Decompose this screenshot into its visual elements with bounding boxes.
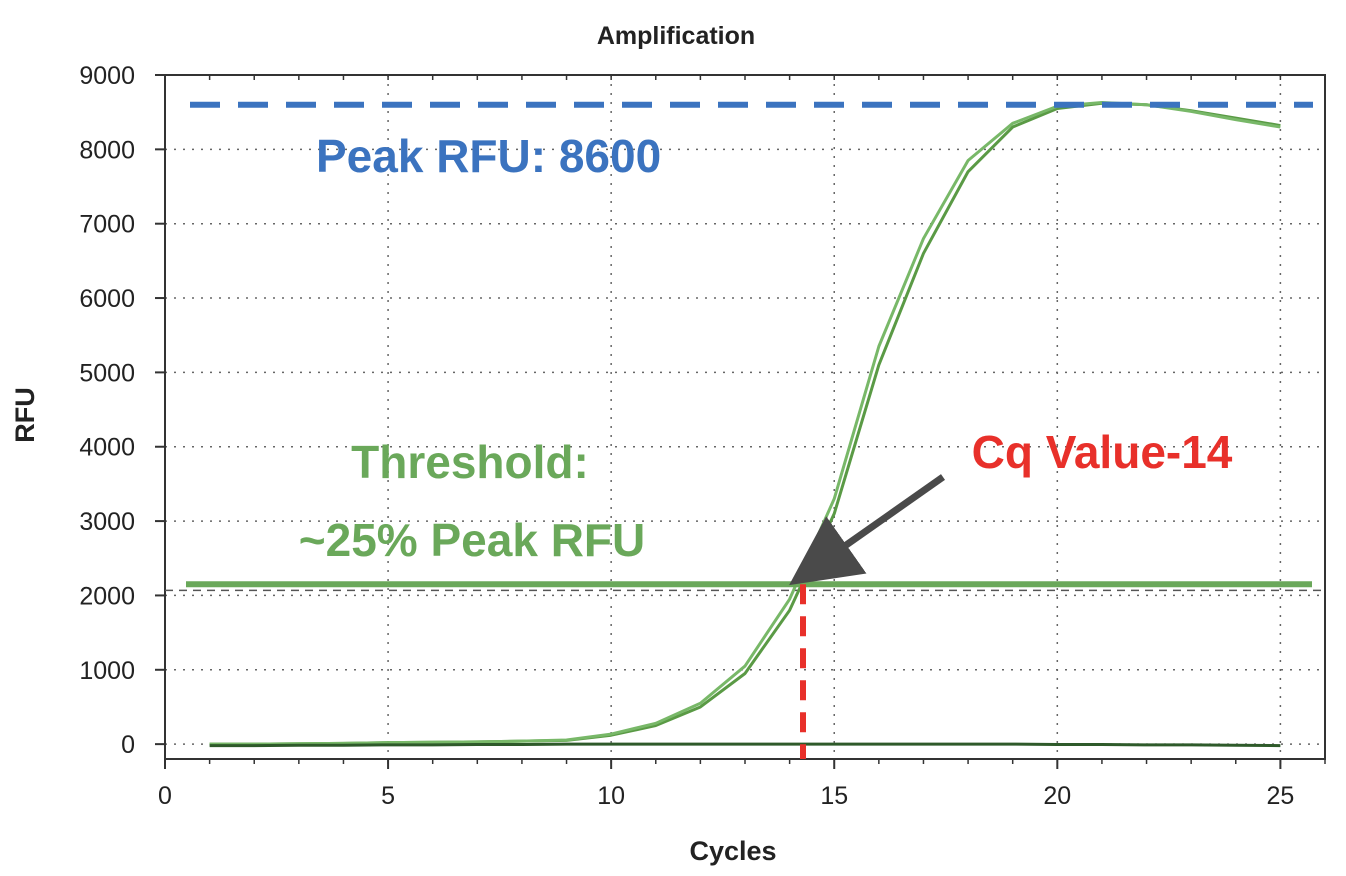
series-group: [209, 101, 1281, 748]
series-line-3: [209, 742, 1281, 748]
x-tick-label: 0: [158, 782, 172, 810]
y-tick-label: 8000: [79, 136, 135, 164]
cq-arrow: [789, 474, 946, 586]
y-tick-label: 7000: [79, 211, 135, 239]
peak-rfu-label: Peak RFU: 8600: [316, 130, 661, 182]
y-tick-label: 0: [121, 731, 135, 759]
grid-lines: [165, 74, 1325, 759]
y-tick-label: 9000: [79, 62, 135, 90]
x-tick-label: 25: [1266, 782, 1294, 810]
x-tick-label: 15: [820, 782, 848, 810]
chart-title: Amplification: [597, 22, 755, 50]
series-line-1: [209, 101, 1281, 746]
y-axis-label: RFU: [10, 387, 40, 443]
y-tick-label: 2000: [79, 582, 135, 610]
y-tick-label: 4000: [79, 434, 135, 462]
series-line-2: [209, 101, 1281, 746]
cq-value-label: Cq Value-14: [972, 426, 1233, 478]
y-tick-label: 1000: [79, 657, 135, 685]
x-tick-label: 10: [597, 782, 625, 810]
y-tick-label: 3000: [79, 508, 135, 536]
y-axis-ticks: 0 1000 2000 3000 4000 5000 6000 7000 8000 9000: [79, 62, 165, 759]
threshold-label-line2: ~25% Peak RFU: [299, 514, 645, 566]
y-tick-label: 5000: [79, 359, 135, 387]
x-axis-label: Cycles: [689, 836, 776, 866]
threshold-label-line1: Threshold:: [351, 436, 589, 488]
x-axis-ticks: 0 5 10 15 20 25: [158, 75, 1326, 810]
x-tick-label: 5: [381, 782, 395, 810]
y-tick-label: 6000: [79, 285, 135, 313]
x-tick-label: 20: [1043, 782, 1071, 810]
